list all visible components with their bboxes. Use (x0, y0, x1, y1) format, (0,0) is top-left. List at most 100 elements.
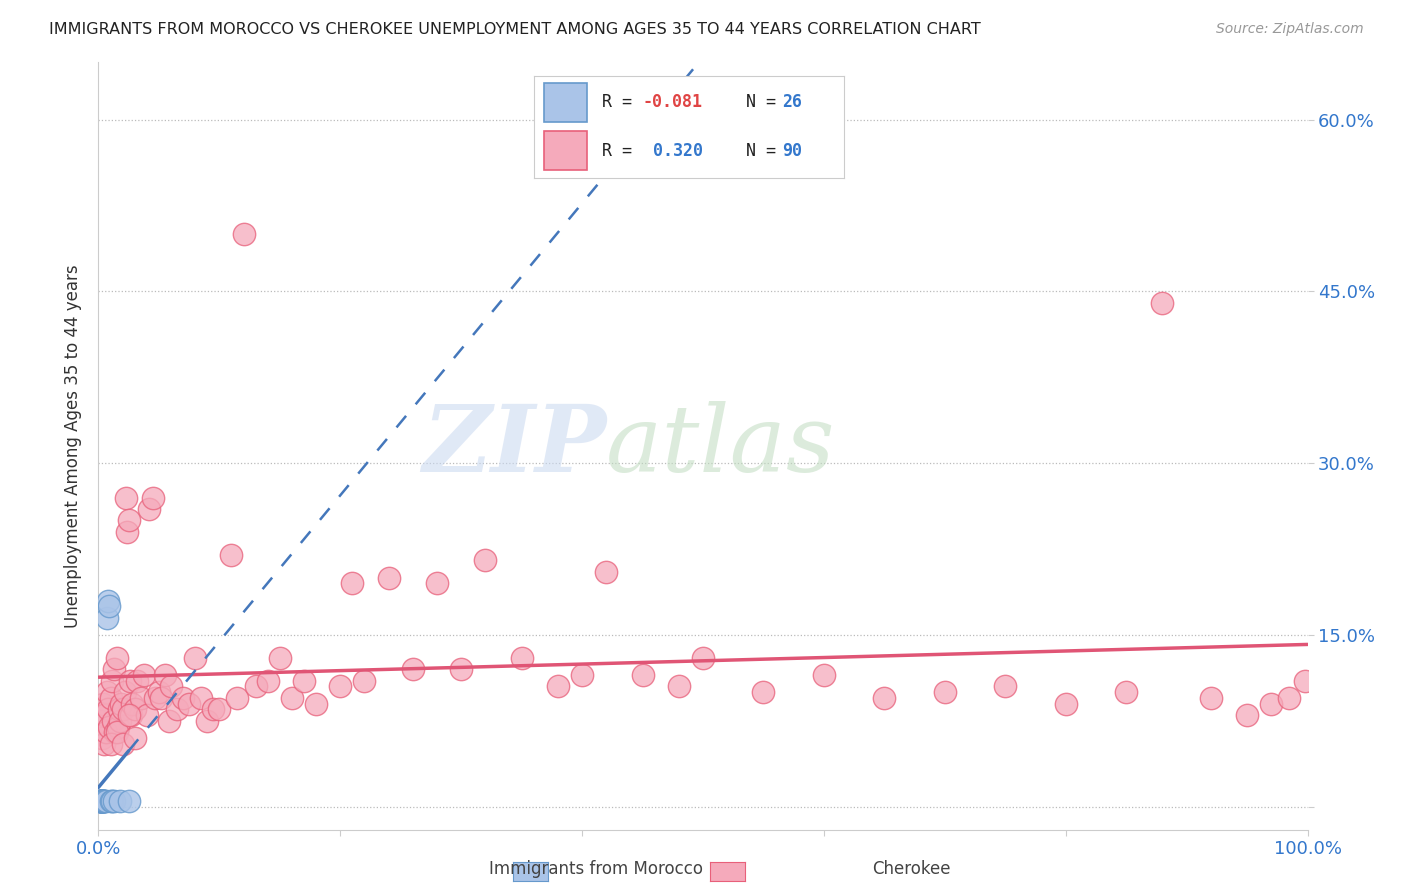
Point (100, 794, 122, 808)
Point (89, 794, 111, 808)
Point (93, 794, 115, 808)
Point (100, 794, 122, 808)
Text: Cherokee: Cherokee (872, 860, 950, 878)
Point (450, 662, 472, 676)
Point (89, 794, 111, 808)
Point (94, 794, 117, 808)
Point (377, 571, 399, 585)
Point (1152, 296, 1174, 310)
Point (232, 227, 254, 242)
Text: N =: N = (725, 142, 786, 160)
Point (208, 702, 231, 716)
Point (98, 719, 121, 733)
Point (108, 714, 131, 728)
Point (97, 702, 120, 716)
Text: ZIP: ZIP (422, 401, 606, 491)
Point (595, 565, 617, 579)
Point (934, 685, 956, 699)
Point (1260, 697, 1282, 711)
Point (107, 719, 129, 733)
Point (94, 725, 117, 739)
Point (692, 650, 714, 665)
Point (221, 548, 243, 562)
Point (91, 794, 114, 808)
Point (353, 673, 375, 688)
Point (105, 725, 128, 739)
Point (1236, 708, 1258, 723)
Bar (544, 83, 586, 122)
Point (93, 708, 115, 723)
Point (305, 697, 328, 711)
Point (1054, 697, 1077, 711)
Point (117, 524, 139, 539)
Point (101, 714, 124, 728)
Point (281, 690, 304, 705)
Point (153, 668, 176, 682)
Point (135, 708, 157, 723)
Point (1294, 673, 1316, 688)
Point (90, 794, 112, 808)
Point (179, 697, 201, 711)
Point (103, 662, 125, 676)
Point (1278, 690, 1301, 705)
Point (474, 553, 496, 567)
Point (100, 673, 122, 688)
Point (110, 697, 132, 711)
Point (226, 690, 249, 705)
Point (111, 702, 134, 716)
Point (1199, 690, 1222, 705)
Point (143, 690, 166, 705)
Point (93, 794, 115, 808)
Text: R =: R = (602, 142, 643, 160)
Point (93, 737, 115, 751)
Point (138, 502, 160, 516)
Point (108, 702, 131, 716)
Point (813, 668, 835, 682)
Point (202, 702, 225, 716)
Point (160, 680, 183, 694)
Point (114, 685, 136, 699)
Point (129, 690, 152, 705)
Point (97, 593, 120, 607)
Point (342, 576, 364, 591)
Point (90, 794, 112, 808)
Text: atlas: atlas (606, 401, 835, 491)
Point (426, 576, 449, 591)
Point (90, 794, 112, 808)
Point (115, 491, 138, 505)
Point (134, 668, 156, 682)
Point (402, 662, 425, 676)
Text: N =: N = (725, 94, 786, 112)
Point (118, 513, 141, 527)
Point (245, 680, 267, 694)
Point (269, 650, 291, 665)
Point (329, 680, 352, 694)
Point (184, 650, 207, 665)
Point (105, 650, 128, 665)
Point (118, 794, 141, 808)
Text: -0.081: -0.081 (643, 94, 703, 112)
Point (104, 725, 127, 739)
Point (668, 680, 690, 694)
Point (93, 794, 115, 808)
Point (547, 680, 569, 694)
Point (103, 794, 125, 808)
Point (292, 673, 315, 688)
Point (90, 714, 112, 728)
Point (190, 690, 212, 705)
Point (124, 731, 146, 745)
Point (96, 685, 118, 699)
Point (91, 697, 114, 711)
Point (90, 794, 112, 808)
Y-axis label: Unemployment Among Ages 35 to 44 years: Unemployment Among Ages 35 to 44 years (63, 264, 82, 628)
Point (571, 668, 593, 682)
Point (91, 794, 114, 808)
Point (111, 737, 134, 751)
Point (100, 690, 122, 705)
Text: IMMIGRANTS FROM MOROCCO VS CHEROKEE UNEMPLOYMENT AMONG AGES 35 TO 44 YEARS CORRE: IMMIGRANTS FROM MOROCCO VS CHEROKEE UNEM… (49, 22, 981, 37)
Point (89, 794, 111, 808)
Point (120, 708, 142, 723)
Point (91, 794, 114, 808)
Point (91, 794, 114, 808)
Point (124, 702, 146, 716)
